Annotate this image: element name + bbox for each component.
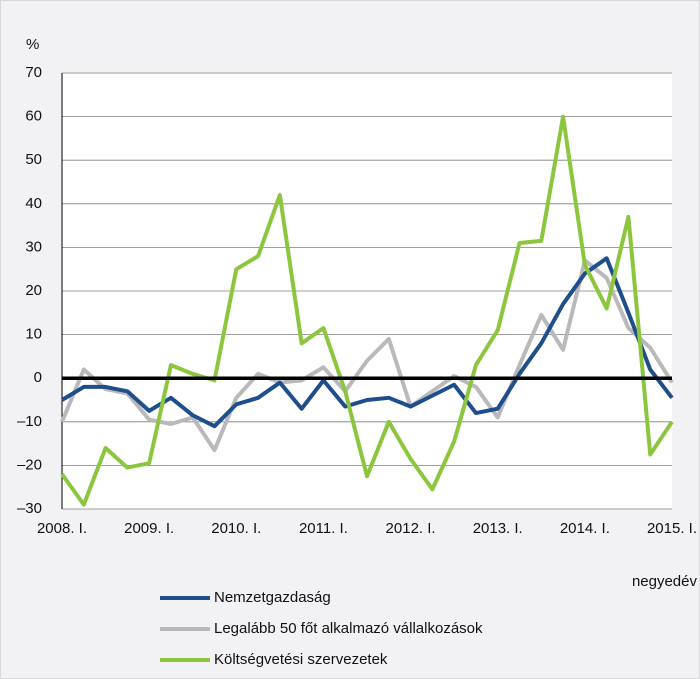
x-tick-label: 2014. I. (560, 520, 610, 537)
y-tick-label: 60 (25, 108, 42, 125)
x-tick-label: 2012. I. (386, 520, 436, 537)
x-tick-label: 2008. I. (37, 520, 87, 537)
y-tick-label: 30 (25, 238, 42, 255)
x-axis-label: negyedév (632, 573, 698, 590)
x-tick-label: 2009. I. (124, 520, 174, 537)
legend-label: Nemzetgazdaság (214, 589, 331, 606)
y-tick-label: 0 (34, 369, 42, 386)
x-tick-label: 2011. I. (299, 520, 348, 537)
series-line (60, 258, 674, 453)
y-tick-label: –10 (17, 413, 42, 430)
x-tick-label: 2015. I. (647, 520, 697, 537)
x-tick-label: 2010. I. (211, 520, 261, 537)
y-tick-label: 20 (25, 282, 42, 299)
y-tick-label: 10 (25, 326, 42, 343)
y-tick-label: –30 (17, 500, 42, 517)
y-axis-label: % (26, 36, 39, 53)
legend-label: Költségvetési szervezetek (214, 651, 388, 668)
legend-label: Legalább 50 főt alkalmazó vállalkozások (214, 620, 483, 637)
y-tick-label: 40 (25, 195, 42, 212)
y-tick-label: 50 (25, 151, 42, 168)
series-line (60, 114, 674, 507)
x-tick-label: 2013. I. (473, 520, 523, 537)
y-tick-label: –20 (17, 456, 42, 473)
y-tick-label: 70 (25, 64, 42, 81)
